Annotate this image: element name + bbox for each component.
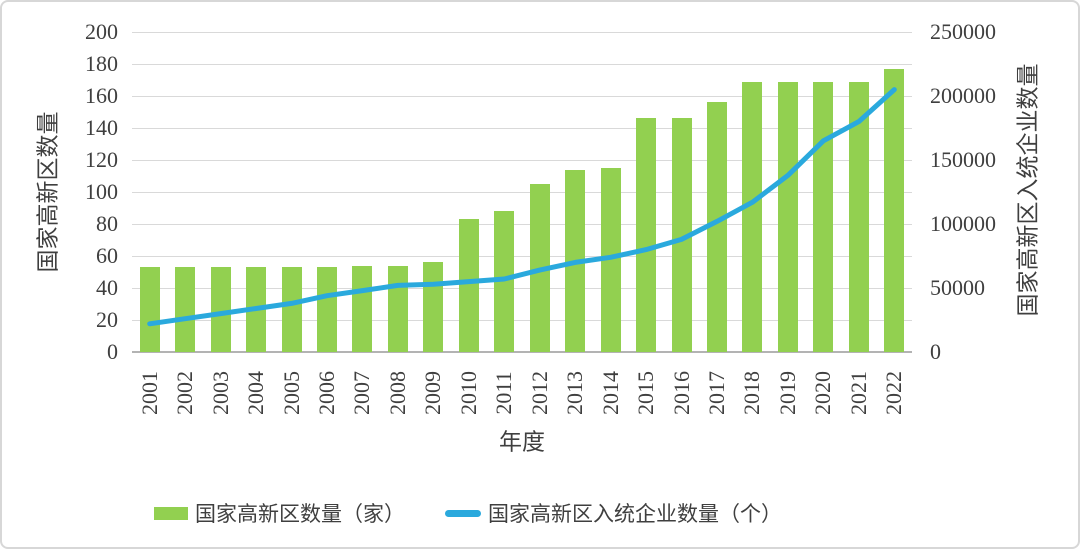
gridline-80 [132,224,912,225]
left-tick-40: 40 [96,275,118,300]
legend-label-line: 国家高新区入统企业数量（个） [488,502,782,526]
bar-2014 [600,168,621,352]
x-tick-2019: 2019 [774,371,800,415]
gridline-180 [132,64,912,65]
right-tick-0: 0 [930,339,941,364]
x-tick-2022: 2022 [881,371,907,415]
left-axis-title: 国家高新区数量 [35,111,61,273]
x-tick-2011: 2011 [491,371,517,415]
x-tick-2005: 2005 [278,371,304,415]
legend-item-bars: 国家高新区数量（家） [154,498,405,528]
right-tick-200000: 200000 [930,83,996,108]
line-path [147,87,897,327]
right-tick-50000: 50000 [930,275,985,300]
bar-2002 [175,267,196,352]
left-tick-120: 120 [85,147,118,172]
x-tick-2021: 2021 [845,371,871,415]
x-tick-2009: 2009 [420,371,446,415]
x-tick-2020: 2020 [810,371,836,415]
bar-2016 [671,118,692,352]
left-tick-140: 140 [85,115,118,140]
bar-2022 [884,68,905,352]
gridline-40 [132,288,912,289]
x-tick-2013: 2013 [562,371,588,415]
x-tick-2014: 2014 [597,371,623,415]
bar-2007 [352,265,373,352]
bar-2011 [494,211,515,352]
left-tick-200: 200 [85,19,118,44]
line-series [147,87,897,327]
right-tick-100000: 100000 [930,211,996,236]
x-tick-2017: 2017 [704,371,729,415]
x-tick-2015: 2015 [633,371,659,415]
legend-label-bars: 国家高新区数量（家） [195,502,405,526]
right-tick-250000: 250000 [930,19,996,44]
legend: 国家高新区数量（家） 国家高新区入统企业数量（个） [154,498,782,528]
bar-2018 [742,81,763,352]
x-tick-2001: 2001 [136,371,162,415]
bar-2001 [139,267,160,352]
right-axis-title: 国家高新区入统企业数量 [1015,63,1041,317]
left-tick-160: 160 [85,83,118,108]
gridline-120 [132,160,912,161]
gridline-60 [132,256,912,257]
gridline-140 [132,128,912,129]
left-tick-0: 0 [107,339,118,364]
x-tick-2010: 2010 [455,371,481,415]
x-tick-2007: 2007 [349,371,375,415]
left-tick-20: 20 [96,307,118,332]
bar-2017 [707,102,727,352]
bar-2005 [281,267,302,352]
bar-2006 [317,267,337,352]
x-axis-line [132,351,912,353]
bar-2021 [848,81,869,352]
x-tick-2016: 2016 [668,371,694,415]
x-axis-title: 年度 [499,429,545,455]
x-tick-2004: 2004 [243,371,269,415]
x-tick-2003: 2003 [207,371,233,415]
legend-item-line: 国家高新区入统企业数量（个） [445,498,782,528]
right-tick-150000: 150000 [930,147,996,172]
x-tick-2006: 2006 [314,371,339,415]
x-tick-2002: 2002 [172,371,198,415]
line-series-swatch-icon [445,509,481,517]
bar-2015 [636,118,657,352]
x-tick-2018: 2018 [739,371,765,415]
gridline-200 [132,32,912,33]
bar-2010 [458,219,479,352]
gridline-20 [132,320,912,321]
left-tick-100: 100 [85,179,118,204]
plot-area [132,32,912,353]
left-tick-60: 60 [96,243,118,268]
bar-series-swatch-icon [154,506,188,520]
left-tick-180: 180 [85,51,118,76]
left-tick-80: 80 [96,211,118,236]
gridline-100 [132,192,912,193]
bar-2003 [210,267,231,352]
bar-2020 [813,81,834,352]
gridline-160 [132,96,912,97]
x-tick-2008: 2008 [384,371,410,415]
x-tick-2012: 2012 [526,371,552,415]
bar-2019 [777,81,798,352]
